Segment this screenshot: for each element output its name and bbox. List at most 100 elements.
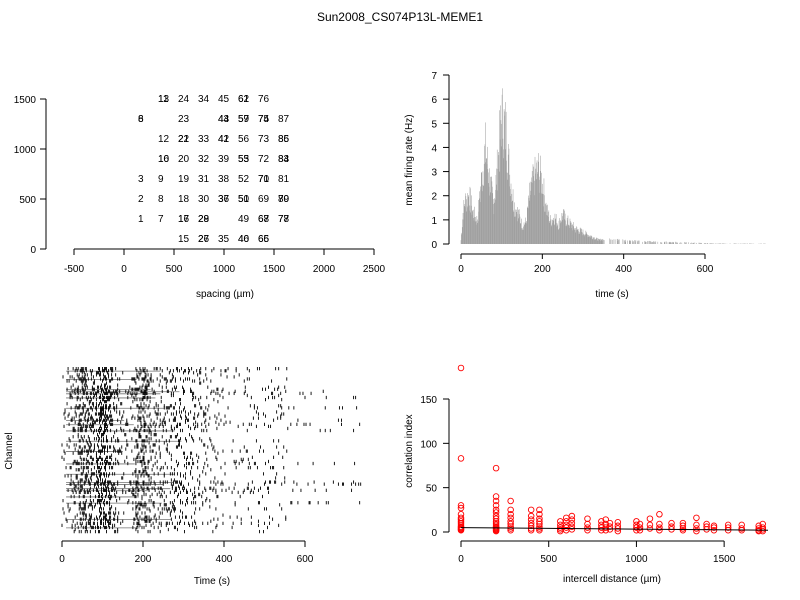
y-tick-label: 1 xyxy=(431,216,437,227)
x-tick-label: 2500 xyxy=(363,264,386,275)
y-tick-label: 1500 xyxy=(14,95,37,106)
electrode-label: 52 xyxy=(238,174,250,185)
electrode-label: 74 xyxy=(258,114,270,125)
data-point xyxy=(457,502,465,509)
data-point xyxy=(536,523,543,530)
figure-title: Sun2008_CS074P13L-MEME1 xyxy=(316,10,484,24)
panel-correlation: 0 500 1000 1500 0 50 100 150 intercell distanc… xyxy=(404,364,769,585)
data-point xyxy=(656,511,663,518)
electrode-label: 9 xyxy=(158,174,164,185)
data-point xyxy=(646,515,654,522)
y-tick-label: 2 xyxy=(431,192,437,203)
x-axis-label: time (s) xyxy=(595,289,628,300)
data-point xyxy=(602,524,609,531)
electrode-label: 73 xyxy=(258,134,270,145)
data-point xyxy=(614,527,622,535)
electrode-label: 10 xyxy=(158,154,170,165)
electrode-label: 16 xyxy=(178,214,190,225)
electrode-label: 51 xyxy=(238,194,250,205)
electrode-label: 77 xyxy=(278,214,290,225)
y-tick-label: 500 xyxy=(19,195,36,206)
x-tick-label: 0 xyxy=(59,554,65,565)
data-point xyxy=(492,515,500,522)
data-point xyxy=(693,525,700,532)
electrode-label: 38 xyxy=(218,174,230,185)
electrode-label: 8 xyxy=(158,194,164,205)
electrode-label: 12 xyxy=(158,134,170,145)
electrode-label: 33 xyxy=(198,134,210,145)
data-point xyxy=(646,525,654,532)
electrode-label: 85 xyxy=(278,134,290,145)
electrode-label: 49 xyxy=(238,214,250,225)
electrode-label: 59 xyxy=(238,114,250,125)
data-point xyxy=(492,509,500,516)
y-axis: 0 50 100 150 xyxy=(420,395,450,539)
x-tick-label: 1500 xyxy=(263,264,286,275)
data-point xyxy=(568,519,576,527)
data-point xyxy=(457,455,465,462)
panel-firing-rate: 0 200 400 600 0 1 2 3 4 5 6 7 time (s) mean firing… xyxy=(404,71,766,300)
data-point xyxy=(656,526,663,534)
data-point xyxy=(679,526,687,534)
x-tick-label: 500 xyxy=(166,264,183,275)
data-point xyxy=(457,364,465,372)
electrode-label: 13 xyxy=(158,94,170,105)
x-axis: 0 200 400 600 xyxy=(458,253,714,275)
x-axis: 0 500 1000 1500 xyxy=(458,540,736,565)
data-point xyxy=(668,519,675,527)
data-point xyxy=(507,506,514,514)
electrode-label: 56 xyxy=(238,134,250,145)
electrode-label: 87 xyxy=(278,114,290,125)
electrode-label: 75 xyxy=(258,114,270,125)
electrode-label: 21 xyxy=(178,134,190,145)
electrode-label: 41 xyxy=(218,134,230,145)
data-point xyxy=(738,525,745,532)
electrode-label: 8 xyxy=(138,114,144,125)
electrode-label: 26 xyxy=(198,234,210,245)
y-axis-label: mean firing rate (Hz) xyxy=(404,114,415,205)
electrode-label: 7 xyxy=(158,214,164,225)
data-point xyxy=(536,520,543,528)
x-tick-label: 0 xyxy=(121,264,127,275)
electrode-label: 79 xyxy=(278,194,290,205)
electrode-label: 57 xyxy=(238,114,250,125)
y-axis-label: Channel xyxy=(4,432,15,469)
electrode-label: 15 xyxy=(178,234,190,245)
y-tick-label: 3 xyxy=(431,168,437,179)
x-tick-label: 1500 xyxy=(713,554,736,565)
electrode-label: 53 xyxy=(238,154,250,165)
panel-spike-raster: 0 200 400 600 Time (s) Channel xyxy=(4,367,362,587)
electrode-label: 43 xyxy=(218,114,230,125)
data-point xyxy=(584,515,591,522)
data-point xyxy=(492,506,500,514)
y-axis: 0 1 2 3 4 5 6 7 xyxy=(431,71,450,251)
data-point xyxy=(759,526,766,533)
data-point xyxy=(646,521,654,529)
data-point xyxy=(507,526,514,534)
data-point xyxy=(568,512,576,520)
data-point xyxy=(557,526,564,533)
electrode-label: 31 xyxy=(198,174,210,185)
electrode-label: 69 xyxy=(258,194,270,205)
data-point xyxy=(457,526,465,534)
electrode-label: 55 xyxy=(238,154,250,165)
electrode-label: 18 xyxy=(178,194,190,205)
electrode-label: 6 xyxy=(138,114,144,125)
electrode-label: 24 xyxy=(178,94,190,105)
data-point xyxy=(656,520,663,528)
x-tick-label: -500 xyxy=(64,264,84,275)
electrode-label: 61 xyxy=(238,94,250,105)
data-point xyxy=(492,464,500,472)
data-point xyxy=(536,511,543,518)
raster-marks xyxy=(61,367,362,534)
x-tick-label: 1000 xyxy=(213,264,236,275)
data-point xyxy=(568,526,576,533)
data-point xyxy=(693,514,700,522)
electrode-label: 65 xyxy=(258,234,270,245)
electrode-label: 19 xyxy=(178,174,190,185)
electrode-label: 30 xyxy=(198,194,210,205)
electrode-label: 68 xyxy=(258,214,270,225)
x-tick-label: 400 xyxy=(615,264,632,275)
electrode-label: 1 xyxy=(138,214,144,225)
data-point xyxy=(492,502,500,509)
